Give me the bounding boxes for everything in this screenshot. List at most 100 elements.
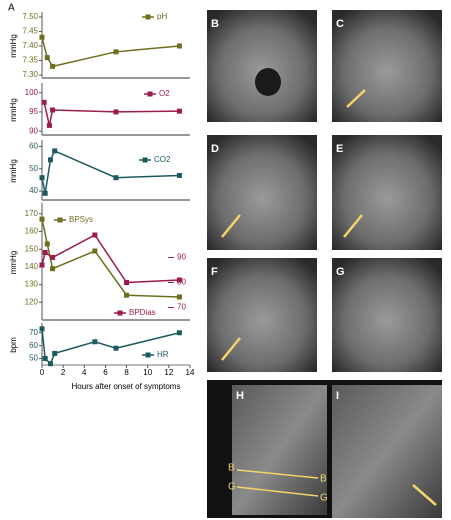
data-point xyxy=(176,330,182,336)
mri-image xyxy=(332,385,442,518)
legend-label: CO2 xyxy=(154,155,171,164)
image-label: G xyxy=(336,266,345,278)
x-tick-label: 8 xyxy=(124,368,129,377)
y-axis-label: mmHg xyxy=(9,34,18,58)
y-tick-label: 170 xyxy=(25,209,39,218)
data-point xyxy=(113,109,119,115)
data-point xyxy=(44,241,50,247)
legend-marker xyxy=(142,157,148,163)
image-label: B xyxy=(211,18,219,30)
data-point xyxy=(39,34,45,40)
arrow xyxy=(221,214,241,238)
data-point xyxy=(124,292,130,298)
data-point xyxy=(176,294,182,300)
data-point xyxy=(46,122,52,128)
image-label: C xyxy=(336,18,344,30)
arrow xyxy=(346,89,366,108)
y-tick-label: 70 xyxy=(29,328,38,337)
image-label: F xyxy=(211,266,218,278)
mri-image xyxy=(207,10,317,122)
x-axis-label: Hours after onset of symptoms xyxy=(72,382,181,391)
y-tick-label: 95 xyxy=(29,107,38,116)
mri-image xyxy=(232,385,327,515)
data-point xyxy=(47,157,53,163)
y-tick-label: 7.30 xyxy=(22,70,38,79)
slice-label: B xyxy=(320,474,327,485)
mri-image xyxy=(207,258,317,372)
y-tick-label: 160 xyxy=(25,227,39,236)
x-tick-label: 4 xyxy=(82,368,87,377)
y-tick-label: 7.40 xyxy=(22,41,38,50)
image-label: D xyxy=(211,143,219,155)
data-point xyxy=(41,99,47,105)
y-tick-label: 50 xyxy=(29,354,38,363)
mri-image xyxy=(207,135,317,250)
image-label: E xyxy=(336,143,343,155)
arrow xyxy=(343,214,363,238)
data-point xyxy=(52,148,58,154)
x-tick-label: 0 xyxy=(40,368,45,377)
y-tick-label: 60 xyxy=(29,341,38,350)
y-tick-label: 40 xyxy=(29,186,38,195)
y-tick-label: 150 xyxy=(25,244,39,253)
data-point xyxy=(113,175,119,181)
data-point xyxy=(176,43,182,49)
slice-line xyxy=(236,486,319,497)
x-tick-label: 6 xyxy=(103,368,108,377)
legend-marker xyxy=(147,91,153,97)
legend-label: pH xyxy=(157,12,167,21)
data-point xyxy=(39,175,45,181)
data-point xyxy=(39,326,45,332)
image-label: I xyxy=(336,390,339,402)
data-point xyxy=(176,172,182,178)
data-line xyxy=(41,149,180,194)
data-point xyxy=(92,339,98,345)
legend-marker xyxy=(145,14,151,20)
mri-image xyxy=(332,258,442,372)
data-line xyxy=(41,37,180,68)
data-point xyxy=(39,216,45,222)
data-point xyxy=(92,232,98,238)
x-tick-label: 10 xyxy=(143,368,152,377)
legend-label: O2 xyxy=(159,89,170,98)
arrow xyxy=(412,484,437,506)
y-axis-label: mmHg xyxy=(9,159,18,183)
legend-label: BPDias xyxy=(129,308,156,317)
legend-label: HR xyxy=(157,350,169,359)
mri-panels xyxy=(207,10,442,518)
y-tick-label: 120 xyxy=(25,297,39,306)
y-tick-label: 7.35 xyxy=(22,56,38,65)
data-point xyxy=(42,190,48,196)
slice-label: G xyxy=(320,493,328,504)
image-label: H xyxy=(236,390,244,402)
x-tick-label: 2 xyxy=(61,368,66,377)
y-tick-label: 7.45 xyxy=(22,27,38,36)
y-tick-label: 50 xyxy=(29,164,38,173)
y-axis-label: mmHg xyxy=(9,98,18,122)
data-line xyxy=(41,218,180,298)
legend-marker xyxy=(57,217,63,223)
data-point xyxy=(50,266,56,272)
data-line xyxy=(41,234,180,284)
data-point xyxy=(113,49,119,55)
data-point xyxy=(176,108,182,114)
y-tick-label: 90 xyxy=(29,126,38,135)
x-tick-label: 14 xyxy=(186,368,195,377)
data-line xyxy=(43,102,180,126)
y-tick-label: 60 xyxy=(29,142,38,151)
data-point xyxy=(176,277,182,283)
y-tick-label: 7.50 xyxy=(22,12,38,21)
slice-label: G xyxy=(228,482,236,493)
y-tick-label: 100 xyxy=(25,88,39,97)
y-tick-label: 130 xyxy=(25,280,39,289)
x-tick-label: 12 xyxy=(164,368,173,377)
arrow xyxy=(221,337,241,361)
legend-marker xyxy=(117,310,123,316)
panel-label: A xyxy=(8,3,15,14)
data-point xyxy=(50,255,56,260)
y2-tick-label: 90 xyxy=(177,253,186,262)
legend-label: BPSys xyxy=(69,215,93,224)
data-point xyxy=(39,262,45,268)
data-point xyxy=(47,361,53,367)
